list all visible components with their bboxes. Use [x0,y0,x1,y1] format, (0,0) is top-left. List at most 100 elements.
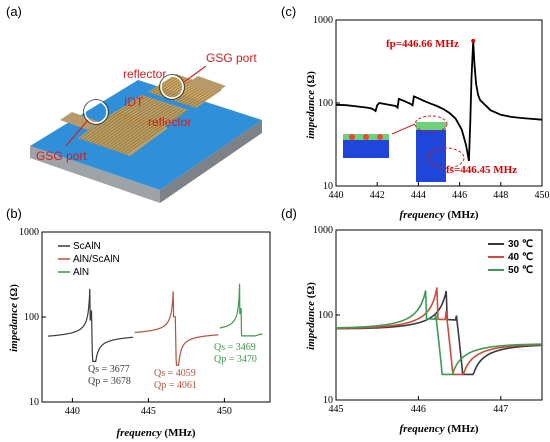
chart-d-x-axis-label: frequency (MHz) [399,423,478,435]
electrode-finger [149,74,179,93]
electrode-finger [82,112,121,140]
chart-c-ticks: 440 442 444 446 448 450 10 100 1000 [313,15,550,201]
chart-c-y-tick-label: 10 [323,181,333,192]
chart-d-series [336,287,542,376]
chart-d-x-axis-title: frequency [399,423,444,435]
electrode-finger [130,101,162,121]
chart-c-fp-marker [471,38,476,43]
saw-device-illustration: reflector IDT reflector GSG port GSG por… [30,51,262,203]
electrode-finger [93,116,133,144]
electrode-finger [150,108,182,128]
chart-b-q-annotation: Qp = 3678 [88,376,131,387]
chart-c-fs-annotation: fs=446.45 MHz [446,164,517,176]
chart-b-y-axis-unit: (Ω) [8,284,20,303]
electrode-finger [79,111,119,139]
chart-d-y-axis-label: impedance (Ω) [305,282,317,350]
chart-d-legend-label: 30 ℃ [508,239,533,250]
chart-b-lines [47,283,263,366]
gsg-marker-bottom [84,100,108,124]
chart-b-q-annotation: Qs = 3677 [88,364,130,375]
electrode-finger [133,102,165,122]
chart-c-x-tick-label: 442 [370,190,385,201]
electrode-finger [122,98,153,118]
electrode-finger [102,119,141,147]
electrode-finger [147,107,179,127]
chart-b-q-annotation: Qs = 3469 [214,342,256,353]
fs-highlight [427,147,465,169]
chart-b-legend-label: AlN/ScAlN [73,254,120,265]
electrode-finger [113,123,153,151]
chart-d-series [336,290,542,376]
label-gsg-top: GSG port [206,51,257,65]
electrode-finger [88,114,127,142]
electrode-finger [105,120,144,148]
chart-b-x-axis-label: frequency (MHz) [116,427,195,439]
electrode-finger [96,117,136,145]
chart-c-y-axis-title: impedance [305,90,317,139]
chart-c-fp-annotation: fp=446.66 MHz [386,38,459,50]
electrode-finger [136,103,167,123]
gsg-pad-bottom [60,112,100,130]
arrow-inset [391,123,416,135]
electrode-finger [139,104,170,124]
electrode-finger [145,106,176,126]
electrode-finger [108,121,147,149]
chart-b-y-axis-title: impedance [8,303,20,352]
electrode-finger [113,95,145,115]
chart-b-y-axis-label: impedance (Ω) [8,284,20,352]
panel-label-d: (d) [281,206,297,221]
substrate-side-right [160,120,262,203]
chart-c-y-tick-label: 1000 [313,15,333,26]
chart-b-q-annotation: Qs = 4059 [154,368,196,379]
panel-label-a: (a) [6,4,22,19]
gsg-pad-top [186,76,226,94]
electrode-finger [85,113,124,141]
chart-d-legend: 30 ℃ 40 ℃ 50 ℃ [488,239,533,276]
electrode-finger [119,97,150,117]
chart-d-y-tick-label: 10 [323,395,333,406]
chart-c-x-axis-unit: (MHz) [445,209,479,221]
chart-d-x-tick-label: 445 [329,404,344,415]
chart-b-x-axis-title: frequency [116,427,161,439]
substrate-side-left [30,146,160,203]
electrode-finger [116,124,156,152]
chart-c-series-impedance [335,40,543,162]
electrode-finger [152,75,181,94]
chart-c-x-axis-label: frequency (MHz) [399,209,478,221]
chart-b-ticks: 440 445 450 10 100 1000 [19,227,232,417]
chart-c-lines [335,38,543,162]
chart-b-legend-label: AlN [73,267,89,278]
chart-d-y-axis-unit: (Ω) [305,282,317,301]
chart-b-x-tick-label: 445 [141,406,156,417]
chart-d-legend-label: 40 ℃ [508,252,533,263]
chart-b-x-axis-unit: (MHz) [162,427,196,439]
panel-label-b: (b) [6,206,22,221]
electrode-finger [153,109,184,129]
panel-label-c: (c) [281,4,296,19]
chart-b-legend: ScAlN AlN/ScAlN AlN [58,241,120,278]
chart-d-y-tick-label: 1000 [313,225,333,236]
chart-d-lines [335,287,543,376]
chart-c-x-tick-label: 440 [329,190,344,201]
electrode-finger [156,110,187,130]
chart-b-y-tick-label: 10 [29,397,39,408]
inset-highlight-right [414,115,448,133]
label-gsg-bottom: GSG port [36,149,87,163]
arrow-gsg-bottom [65,119,89,147]
electrode-finger [116,96,147,116]
chart-d-legend-label: 50 ℃ [508,265,533,276]
chart-c: 440 442 444 446 448 450 10 100 1000 fp=446.66 MH… [305,15,550,221]
chart-b-y-tick-label: 1000 [19,227,39,238]
chart-c-mode-insets [343,115,465,182]
chart-c-x-tick-label: 448 [493,190,508,201]
chart-b-q-annotation: Qp = 3470 [214,354,257,365]
chart-b-x-tick-label: 440 [65,406,80,417]
chart-b-series-scaln [47,288,134,362]
electrode-finger [122,126,161,154]
electrode-finger [142,105,173,125]
label-reflector-top: reflector [123,67,166,81]
chart-c-x-tick-label: 444 [411,190,426,201]
chart-d-ticks: 445 446 447 10 100 1000 [313,225,508,415]
